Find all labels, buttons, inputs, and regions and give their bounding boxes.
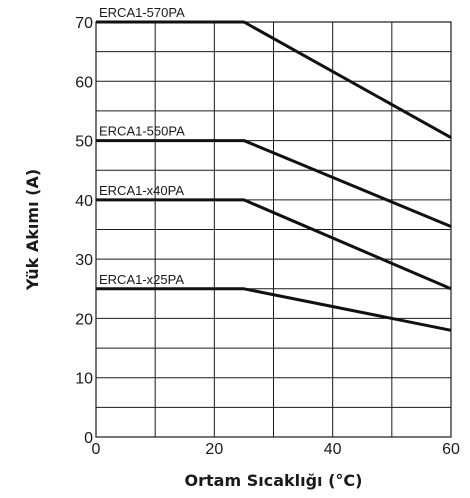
y-tick-label: 10 bbox=[75, 371, 93, 388]
series-lines bbox=[96, 20, 452, 332]
x-axis-ticks: 0 20 40 60 bbox=[92, 441, 460, 458]
x-tick-label: 0 bbox=[92, 441, 101, 458]
series-label-4: ERCA1-x25PA bbox=[99, 272, 184, 287]
series-line-3 bbox=[96, 198, 452, 291]
series-line-2 bbox=[96, 139, 452, 228]
series-line-1 bbox=[96, 20, 452, 139]
plot-frame bbox=[95, 21, 452, 438]
y-tick-label: 0 bbox=[84, 430, 93, 447]
x-axis-title: Ortam Sıcaklığı (°C) bbox=[185, 471, 363, 490]
y-tick-label: 70 bbox=[75, 15, 93, 32]
x-tick-label: 40 bbox=[324, 441, 342, 458]
x-tick-label: 20 bbox=[205, 441, 223, 458]
y-axis-title: Yük Akımı (A) bbox=[23, 169, 42, 291]
y-axis-ticks: 0 10 20 30 40 50 60 70 bbox=[75, 15, 93, 447]
y-tick-label: 40 bbox=[75, 193, 93, 210]
x-tick-label: 60 bbox=[442, 441, 460, 458]
y-tick-label: 50 bbox=[75, 134, 93, 151]
grid bbox=[96, 22, 451, 437]
series-label-3: ERCA1-x40PA bbox=[99, 183, 184, 198]
series-line-4 bbox=[96, 287, 452, 332]
series-label-2: ERCA1-550PA bbox=[99, 124, 185, 139]
series-labels: ERCA1-570PA ERCA1-550PA ERCA1-x40PA ERCA1-x… bbox=[99, 5, 185, 287]
series-label-1: ERCA1-570PA bbox=[99, 5, 185, 20]
y-tick-label: 30 bbox=[75, 252, 93, 269]
y-tick-label: 20 bbox=[75, 311, 93, 328]
y-tick-label: 60 bbox=[75, 74, 93, 91]
